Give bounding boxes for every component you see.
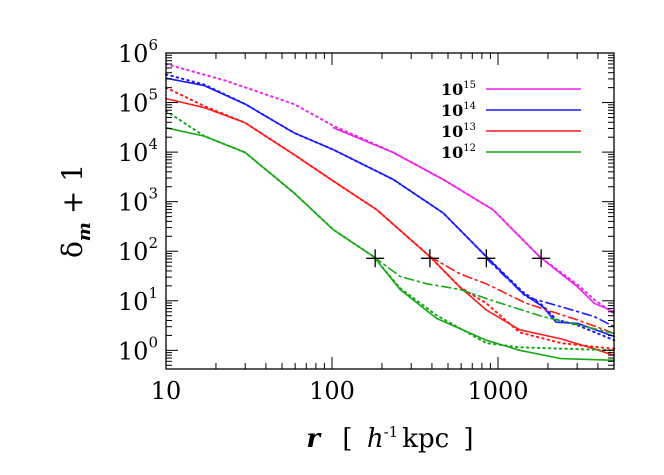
y-tick-exponent: 0 — [148, 333, 158, 351]
legend-label-base: 10 — [441, 122, 463, 141]
y-tick-exponent: 3 — [148, 185, 158, 203]
series-line-10e15-solid — [332, 127, 615, 313]
legend-label-base: 10 — [441, 143, 463, 162]
series-line-10e13-dotted — [165, 86, 616, 350]
x-tick-label: 10 — [151, 377, 182, 405]
y-tick-label: 102 — [118, 234, 158, 266]
legend-label-exponent: 12 — [463, 143, 476, 154]
plus-marker — [420, 249, 439, 268]
y-tick-exponent: 1 — [148, 284, 158, 302]
y-tick-exponent: 5 — [148, 86, 158, 104]
plus-marker — [477, 249, 496, 268]
y-tick-base: 10 — [118, 288, 149, 316]
legend-label: 1015 — [441, 80, 476, 99]
series-line-10e12-dotted — [165, 109, 616, 352]
legend-label-exponent: 14 — [463, 101, 476, 112]
legend-label: 1012 — [441, 143, 476, 162]
y-tick-label: 100 — [118, 333, 158, 365]
y-tick-base: 10 — [118, 139, 149, 167]
plot-area — [165, 63, 616, 362]
y-tick-base: 10 — [118, 238, 149, 266]
series-line-10e15-dotted — [165, 63, 616, 315]
series-line-10e14-dashdot — [485, 257, 615, 328]
legend-label-base: 10 — [441, 101, 463, 120]
y-tick-base: 10 — [118, 337, 149, 365]
series-line-10e12-solid — [165, 127, 615, 362]
legend-label-exponent: 15 — [463, 80, 476, 91]
x-axis-label: r [ h-1 kpc ] — [306, 423, 473, 454]
legend-label: 1013 — [441, 122, 476, 141]
series-line-10e14-dotted — [165, 73, 616, 342]
plot-frame — [165, 52, 615, 370]
legend-label-base: 10 — [441, 80, 463, 99]
y-tick-label: 105 — [118, 86, 158, 118]
x-tick-label: 100 — [309, 377, 355, 405]
y-tick-base: 10 — [118, 40, 149, 68]
legend-label-exponent: 13 — [463, 122, 476, 133]
y-tick-base: 10 — [118, 90, 149, 118]
plus-marker — [532, 249, 551, 268]
y-tick-label: 104 — [118, 135, 158, 167]
y-tick-label: 101 — [118, 284, 158, 316]
x-tick-label: 1000 — [467, 377, 528, 405]
series-line-10e12-dashdot — [372, 255, 615, 335]
y-tick-exponent: 4 — [148, 135, 158, 153]
legend-label: 1014 — [441, 101, 476, 120]
axis-ticks — [165, 53, 615, 369]
y-tick-exponent: 6 — [148, 36, 158, 54]
y-axis-label: δm+ 1 — [56, 164, 95, 258]
plus-marker — [366, 249, 385, 268]
y-tick-label: 106 — [118, 36, 158, 68]
y-tick-base: 10 — [118, 189, 149, 217]
y-tick-exponent: 2 — [148, 234, 158, 252]
series-line-10e13-dashdot — [429, 255, 615, 335]
y-tick-label: 103 — [118, 185, 158, 217]
